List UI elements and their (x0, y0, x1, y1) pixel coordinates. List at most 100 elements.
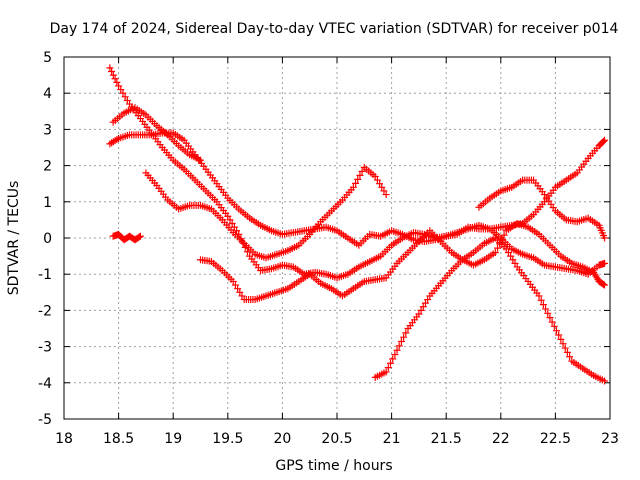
data-point (542, 305, 550, 313)
data-point (400, 333, 408, 341)
data-point (393, 346, 401, 354)
x-tick-label: 22.5 (540, 431, 571, 447)
x-tick-label: 19.5 (212, 431, 243, 447)
data-point (494, 244, 502, 252)
data-point (354, 175, 362, 183)
series-arc-6 (197, 220, 609, 304)
data-point (389, 355, 397, 363)
data-point (421, 299, 429, 307)
series-arc-5 (142, 163, 390, 262)
y-tick-label: -3 (38, 340, 52, 356)
data-point (417, 306, 425, 314)
data-point (509, 256, 517, 264)
data-point (108, 67, 116, 75)
chart-title: Day 174 of 2024, Sidereal Day-to-day VTE… (50, 21, 619, 37)
x-axis-label: GPS time / hours (275, 458, 392, 474)
x-tick-label: 21 (383, 431, 401, 447)
data-point (224, 212, 232, 220)
data-point (380, 187, 388, 195)
data-point (548, 318, 556, 326)
data-point (491, 248, 499, 256)
data-point (109, 71, 117, 79)
data-point (384, 364, 392, 372)
data-point (601, 234, 609, 242)
data-point (371, 172, 379, 180)
data-point (511, 259, 519, 267)
data-point (238, 292, 246, 300)
x-tick-label: 21.5 (431, 431, 462, 447)
data-point (550, 322, 558, 330)
data-point (601, 377, 609, 385)
y-tick-label: -4 (38, 376, 52, 392)
data-point (229, 277, 237, 285)
data-point (555, 331, 563, 339)
y-tick-label: 5 (43, 50, 52, 66)
data-point (382, 191, 390, 199)
data-point (566, 353, 574, 361)
data-point (391, 351, 399, 359)
data-point (502, 245, 510, 253)
x-tick-label: 22 (492, 431, 510, 447)
data-point (113, 78, 121, 86)
data-point (236, 288, 244, 296)
data-point (537, 296, 545, 304)
y-tick-label: -1 (38, 267, 52, 283)
x-tick-label: 20.5 (321, 431, 352, 447)
data-point (382, 368, 390, 376)
x-tick-label: 18 (55, 431, 73, 447)
data-point (397, 338, 405, 346)
data-point (559, 340, 567, 348)
data-point (115, 82, 123, 90)
data-point (226, 216, 234, 224)
x-tick-labels: 18 18.5 19 19.5 20 20.5 21 21.5 22 22.5 23 (55, 431, 619, 447)
data-point (352, 179, 360, 187)
data-point (119, 89, 127, 97)
data-point (507, 252, 515, 260)
data-point (349, 183, 357, 191)
grid (64, 57, 610, 419)
x-tick-label: 18.5 (103, 431, 134, 447)
data-point (402, 329, 410, 337)
data-point (415, 310, 423, 318)
y-axis-label: SDTVAR / TECUs (6, 181, 22, 296)
data-point (539, 301, 547, 309)
data-point (599, 280, 607, 288)
data-marks (106, 64, 609, 385)
data-point (563, 348, 571, 356)
plot-frame (63, 56, 611, 420)
data-point (135, 233, 143, 241)
data-point (544, 309, 552, 317)
data-point (557, 335, 565, 343)
data-point (376, 180, 384, 188)
series-arc-8 (475, 176, 609, 242)
x-tick-label: 20 (273, 431, 291, 447)
data-point (601, 259, 609, 267)
data-point (546, 314, 554, 322)
data-point (231, 281, 239, 289)
y-tick-label: 1 (43, 195, 52, 211)
data-point (111, 75, 119, 83)
data-point (387, 359, 395, 367)
data-point (395, 342, 403, 350)
data-point (500, 231, 508, 239)
y-tick-label: 3 (43, 122, 52, 138)
data-point (535, 292, 543, 300)
y-tick-label: -5 (38, 412, 52, 428)
data-point (123, 96, 131, 104)
series-arc-3 (106, 129, 609, 249)
data-point (356, 171, 364, 179)
x-tick-label: 19 (164, 431, 182, 447)
y-tick-label: 2 (43, 159, 52, 175)
data-point (373, 176, 381, 184)
y-tick-label: -2 (38, 303, 52, 319)
data-point (228, 220, 236, 228)
series-arc-7 (371, 234, 609, 385)
y-tick-label: 4 (43, 86, 52, 102)
data-point (601, 136, 609, 144)
data-point (358, 167, 366, 175)
y-tick-labels: -5 -4 -3 -2 -1 0 1 2 3 4 5 (38, 50, 52, 428)
data-point (234, 285, 242, 293)
data-point (136, 232, 144, 240)
data-point (424, 296, 432, 304)
